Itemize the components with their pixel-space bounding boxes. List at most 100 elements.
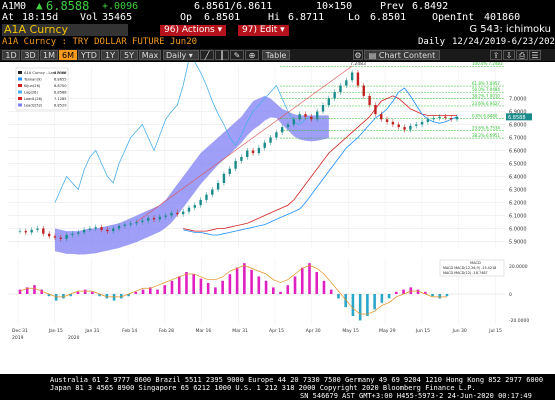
chart-content-button[interactable]: ▤ Chart Content — [364, 50, 440, 60]
range-button-3d[interactable]: 3D — [21, 50, 39, 60]
last-price: 6.8588 — [46, 0, 90, 13]
macd-histogram-bar — [387, 294, 391, 299]
edit-menu-button[interactable]: 97) Edit ▾ — [238, 25, 289, 36]
candle-body — [286, 124, 290, 128]
candle-body — [251, 150, 255, 154]
macd-histogram-bar — [409, 287, 413, 294]
candle-body — [24, 231, 28, 233]
range-button-1d[interactable]: 1D — [2, 50, 20, 60]
macd-signal-line — [19, 265, 447, 315]
candle-body — [170, 212, 173, 216]
year-label: 2020 — [68, 335, 80, 341]
share-icon[interactable]: ⇪ — [490, 50, 502, 60]
interval-select[interactable]: Daily ▾ — [163, 50, 199, 60]
footer-session-line: SN 546679 AST GMT+3:00 H455-5973-2 24-Ju… — [300, 392, 532, 400]
candle-body — [315, 111, 319, 120]
range-button-1m[interactable]: 1M — [40, 50, 58, 60]
current-price-tag — [506, 113, 532, 121]
chart-type-bar-icon[interactable]: ┃ — [215, 50, 229, 60]
macd-histogram-bar — [373, 294, 376, 310]
candle-body — [94, 227, 97, 229]
candle-body — [345, 80, 348, 86]
arrow-up-icon: ▲ — [36, 0, 43, 12]
candle-body — [275, 132, 278, 138]
macd-histogram-bar — [177, 276, 181, 294]
x-tick-label: May 15 — [342, 328, 359, 334]
candle-body — [385, 119, 389, 122]
legend-value: 6.8588 — [54, 71, 67, 75]
macd-histogram-bar — [228, 274, 232, 294]
zoom-icon[interactable]: ⊕ — [245, 50, 259, 60]
range-button-6m[interactable]: 6M — [59, 50, 77, 60]
page-name: G 543: ichimoku — [469, 24, 551, 35]
candle-body — [444, 116, 447, 118]
range-button-5y[interactable]: 5Y — [120, 50, 138, 60]
candle-body — [304, 114, 307, 117]
candle-body — [36, 228, 39, 230]
x-tick-label: Jan 15 — [48, 328, 63, 334]
candle-body — [356, 72, 360, 86]
y-tick-label: 6.8000 — [509, 123, 527, 129]
footer: Australia 61 2 9777 8600 Brazil 5511 239… — [0, 376, 555, 400]
date-range[interactable]: 12/24/2019-6/23/2020 — [452, 37, 555, 47]
macd-histogram-bar — [148, 287, 152, 294]
fib-level-label: 23.6% 6.7534 — [472, 126, 500, 131]
macd-histogram-bar — [98, 294, 101, 297]
download-icon[interactable]: ⇩ — [503, 50, 515, 60]
x-tick-label: Apr 15 — [269, 328, 284, 334]
candle-body — [222, 173, 226, 183]
ticker-label[interactable]: A1M0 — [2, 1, 27, 12]
high-label: Hi — [268, 12, 281, 23]
print-icon[interactable]: ⎙ — [516, 50, 528, 60]
range-button-max[interactable]: Max — [139, 50, 161, 60]
candle-body — [193, 205, 196, 208]
candle-body — [117, 225, 121, 229]
x-tick-label: Jan 31 — [84, 328, 99, 334]
macd-histogram-bar — [395, 291, 398, 294]
candle-body — [420, 121, 424, 125]
chart-content-icon: ▤ — [368, 51, 377, 60]
x-tick-label: Feb 14 — [122, 328, 137, 334]
high-value: 6.8711 — [288, 12, 325, 23]
lag-line — [54, 58, 312, 203]
macd-histogram-bar — [199, 278, 203, 294]
candle-body — [391, 121, 395, 125]
edit-menu-label: Edit — [259, 25, 278, 35]
chart-type-line-icon[interactable]: ╱ — [200, 50, 214, 60]
open-interest-label: OpenInt — [432, 12, 475, 23]
macd-histogram-bar — [293, 276, 297, 294]
macd-y-tick-label: 20.0000 — [509, 264, 528, 270]
macd-legend-box — [439, 259, 505, 277]
candle-body — [71, 233, 74, 235]
actions-menu-button[interactable]: 96) Actions ▾ — [160, 25, 227, 36]
ichimoku-chart[interactable]: 7.0000 6.9000 6.8000 6.7000 6.6000 6.5000 6.40… — [0, 58, 555, 374]
candle-body — [403, 127, 406, 130]
macd-histogram-bar — [329, 289, 333, 294]
candle-body — [42, 228, 45, 234]
chevron-down-icon: ▾ — [280, 25, 285, 35]
macd-histogram-bar — [127, 294, 130, 297]
range-button-ytd[interactable]: YTD — [78, 50, 100, 60]
x-tick-label: Jun 15 — [415, 328, 430, 334]
candle-body — [409, 125, 412, 130]
x-tick-label: Mar 16 — [196, 328, 212, 334]
net-change: +.0096 — [102, 1, 139, 12]
table-view-button[interactable]: Table — [262, 50, 290, 60]
range-button-1y[interactable]: 1Y — [101, 50, 119, 60]
macd-histogram-bar — [47, 294, 51, 297]
macd-histogram-bar — [431, 294, 434, 297]
macd-histogram-bar — [279, 291, 282, 294]
candle-body — [152, 218, 156, 220]
macd-histogram-bar — [235, 267, 239, 294]
gear-icon[interactable]: ⚙ — [353, 50, 363, 60]
y-tick-label: 6.0000 — [509, 227, 527, 233]
fib-level-label: 0.0% 6.8480 — [472, 113, 498, 118]
candle-body — [88, 228, 92, 230]
chart-area[interactable]: 7.0000 6.9000 6.8000 6.7000 6.6000 6.5000 6.40… — [0, 58, 555, 374]
annotation-icon[interactable]: ✎ — [230, 50, 244, 60]
chevron-down-icon: ▾ — [217, 25, 223, 35]
menu-icon[interactable]: ☰ — [529, 50, 541, 60]
x-tick-label: Jun 30 — [452, 328, 467, 334]
x-tick-label: Mar 31 — [232, 328, 248, 334]
candle-body — [135, 222, 138, 224]
